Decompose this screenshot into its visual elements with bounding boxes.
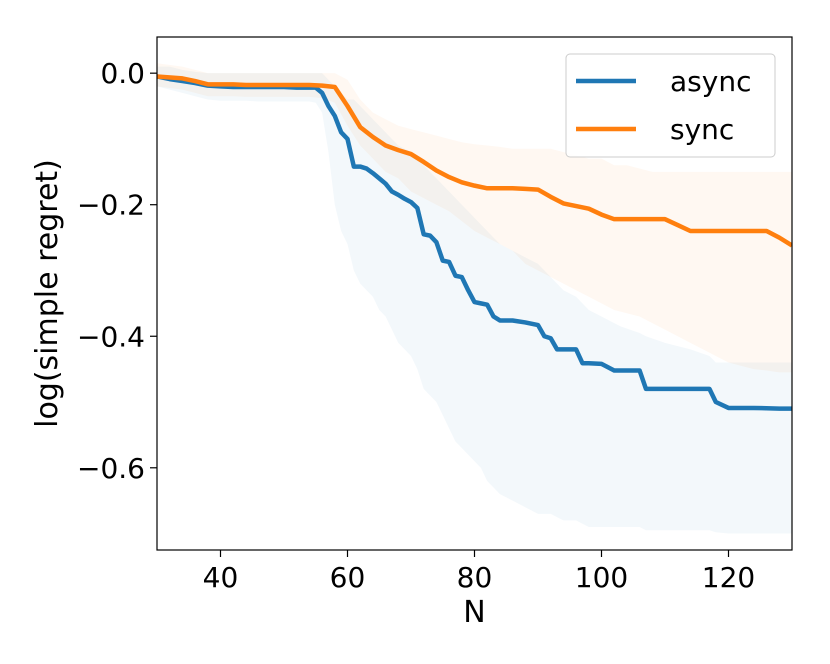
y-axis-label: log(simple regret) [30, 159, 65, 428]
series-line-sync [157, 74, 792, 248]
x-tick-label: 80 [457, 561, 493, 594]
legend: async sync [565, 53, 776, 158]
y-tick-label: −0.6 [77, 452, 145, 485]
legend-label-async: async [670, 65, 751, 98]
x-axis-label: N [463, 595, 485, 630]
legend-label-sync: sync [670, 113, 734, 146]
x-tick-label: 100 [575, 561, 628, 594]
y-tick-label: 0.0 [100, 57, 145, 90]
band-sync [157, 63, 792, 373]
series-line-async [157, 74, 792, 411]
x-tick-label: 120 [702, 561, 755, 594]
series-lines [157, 74, 792, 411]
y-axis: 0.0 −0.2 −0.4 −0.6 [77, 57, 157, 485]
x-axis: 40 60 80 100 120 [203, 550, 755, 594]
y-tick-label: −0.4 [77, 320, 145, 353]
x-tick-label: 60 [330, 561, 366, 594]
x-tick-label: 40 [203, 561, 239, 594]
y-tick-label: −0.2 [77, 189, 145, 222]
